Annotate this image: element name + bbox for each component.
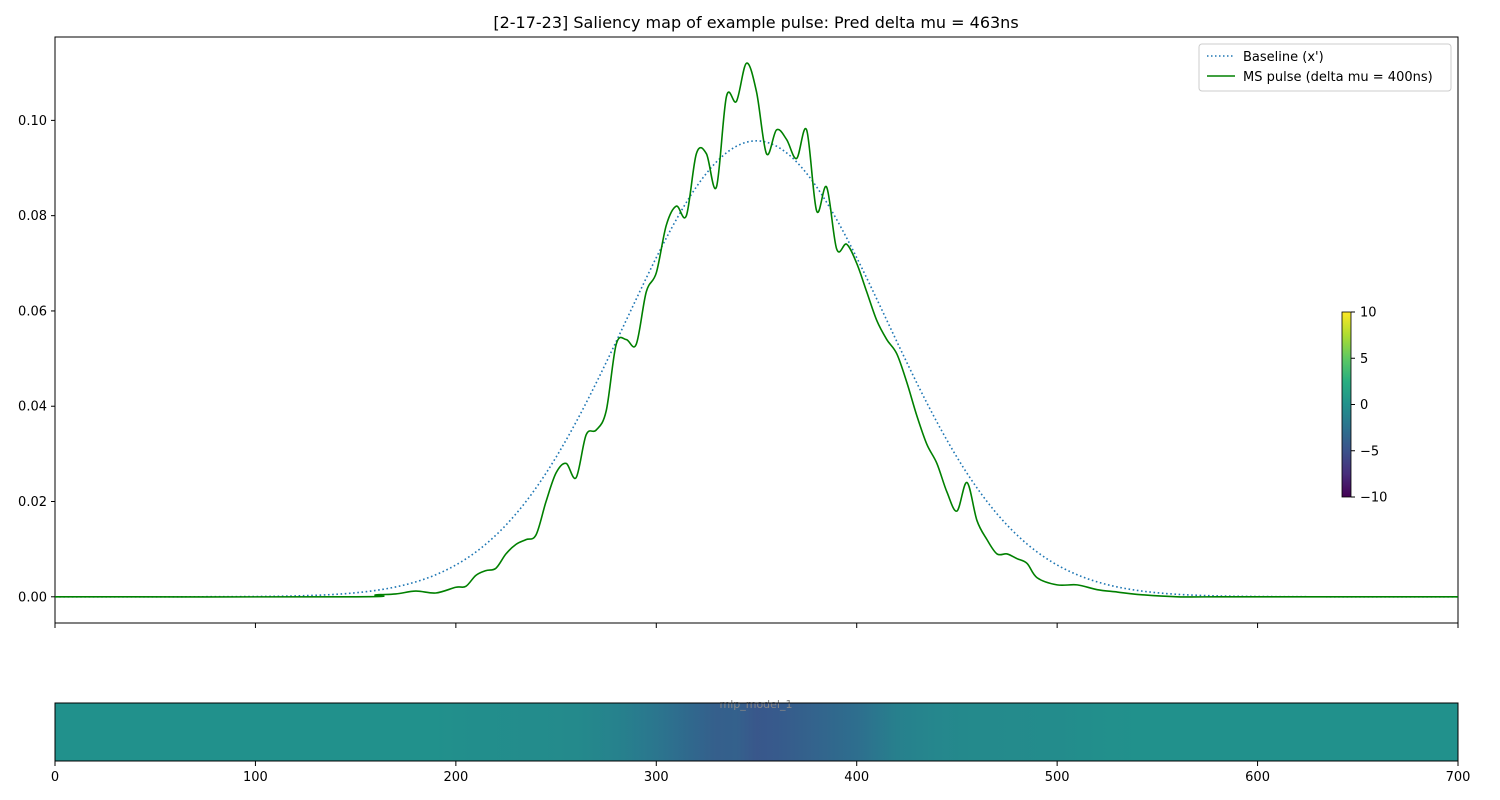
colorbar-ticks: 10 5 0 −5 −10 (1351, 306, 1387, 506)
saliency-x-tick-label: 400 (844, 770, 869, 785)
colorbar-gradient (1341, 311, 1352, 498)
series-line-baseline (55, 140, 1458, 598)
y-tick-label: 0.04 (18, 400, 47, 415)
series-line-ms-pulse (55, 62, 1458, 598)
saliency-heatmap (55, 703, 1458, 761)
colorbar-tick-label: −5 (1360, 444, 1379, 459)
saliency-x-tick-label: 600 (1245, 770, 1270, 785)
legend-label-baseline: Baseline (x') (1243, 50, 1324, 65)
colorbar-tick-label: 10 (1360, 306, 1377, 321)
saliency-x-tick-label: 700 (1446, 770, 1471, 785)
legend: Baseline (x') MS pulse (delta mu = 400ns… (1198, 43, 1452, 92)
y-tick-label: 0.06 (18, 304, 47, 319)
saliency-model-label: mlp_model_1 (719, 698, 792, 711)
saliency-x-tick-label: 300 (644, 770, 669, 785)
y-tick-label: 0.08 (18, 209, 47, 224)
y-axis: 0.00 0.02 0.04 0.06 0.08 0.10 (18, 114, 55, 605)
colorbar: 10 5 0 −5 −10 (1341, 306, 1387, 506)
legend-label-ms-pulse: MS pulse (delta mu = 400ns) (1243, 70, 1433, 85)
x-axis (54, 623, 1459, 628)
saliency-x-tick-label: 0 (51, 770, 59, 785)
saliency-heatmap-axes: mlp_model_1 0 100 200 300 400 500 600 700 (51, 698, 1471, 785)
line-plot-axes: 0.00 0.02 0.04 0.06 0.08 0.10 (18, 36, 1459, 628)
saliency-x-axis: 0 100 200 300 400 500 600 700 (51, 761, 1471, 785)
saliency-x-tick-label: 200 (443, 770, 468, 785)
y-tick-label: 0.10 (18, 114, 47, 129)
saliency-x-tick-label: 100 (243, 770, 268, 785)
colorbar-tick-label: 5 (1360, 352, 1368, 367)
y-tick-label: 0.00 (18, 590, 47, 605)
saliency-x-tick-label: 500 (1045, 770, 1070, 785)
plot-frame (54, 36, 1459, 624)
y-tick-label: 0.02 (18, 495, 47, 510)
chart-title: [2-17-23] Saliency map of example pulse:… (493, 13, 1018, 32)
plot-lines (55, 62, 1458, 598)
colorbar-tick-label: 0 (1360, 398, 1368, 413)
saliency-frame (54, 702, 1459, 762)
legend-box (1198, 43, 1452, 92)
colorbar-tick-label: −10 (1360, 491, 1387, 506)
